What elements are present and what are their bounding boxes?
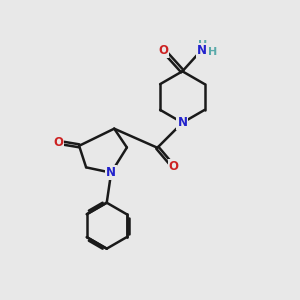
Text: H: H <box>208 46 217 57</box>
Text: N: N <box>106 166 116 179</box>
Text: N: N <box>177 116 188 129</box>
Text: O: O <box>53 136 63 149</box>
Text: O: O <box>169 160 178 173</box>
Text: H: H <box>198 40 208 50</box>
Text: O: O <box>158 44 168 57</box>
Text: N: N <box>196 44 206 57</box>
